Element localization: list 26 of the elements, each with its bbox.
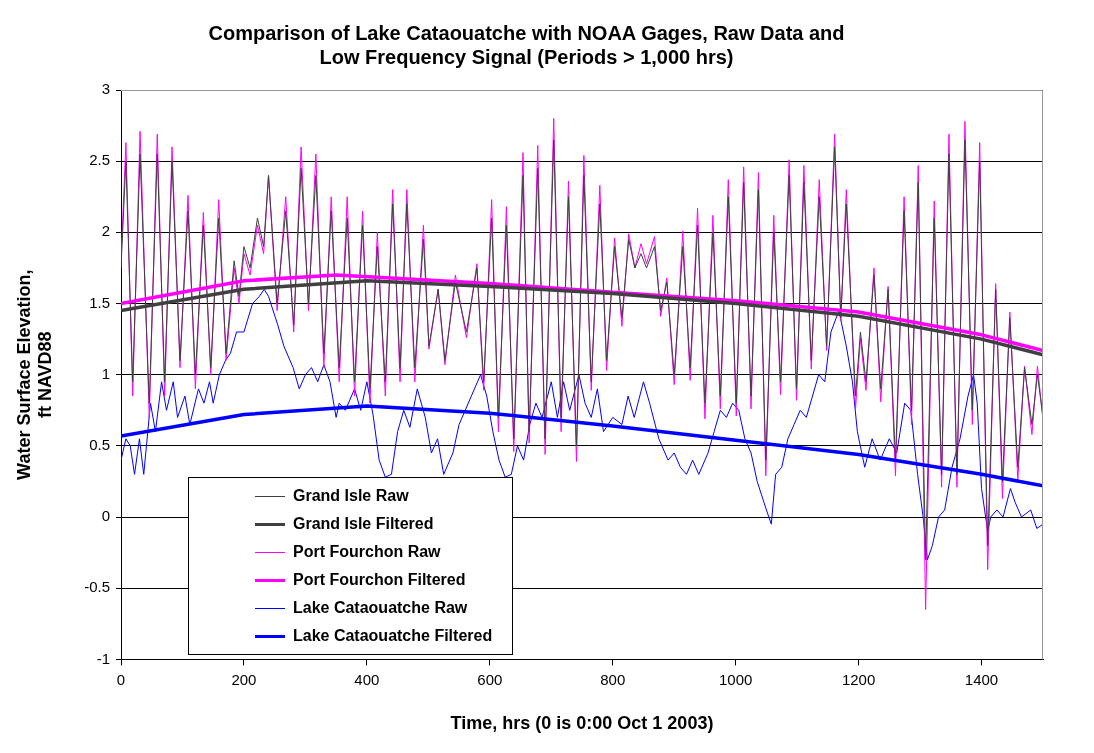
x-tick-label: 1400	[964, 670, 999, 688]
x-axis-title: Time, hrs (0 is 0:00 Oct 1 2003)	[450, 713, 714, 734]
x-tick-label: 400	[354, 670, 380, 688]
legend-label: Grand Isle Raw	[293, 487, 409, 506]
y-tick-label: 2.5	[89, 151, 110, 169]
y-tick-label: 0.5	[89, 436, 110, 454]
x-tick-label: 600	[477, 670, 503, 688]
y-tick-label: 3	[101, 80, 110, 98]
y-tick-label: -0.5	[84, 578, 110, 596]
legend-label: Lake Cataouatche Raw	[293, 599, 468, 618]
legend-label: Lake Cataouatche Filtered	[293, 627, 493, 646]
x-tick-label: 0	[116, 670, 126, 688]
legend-label: Port Fourchon Raw	[293, 543, 441, 562]
y-tick-label: 1	[101, 364, 110, 382]
x-tick-label: 800	[600, 670, 626, 688]
legend-label: Grand Isle Filtered	[293, 515, 434, 534]
x-tick-label: 1200	[841, 670, 876, 688]
y-tick-label: 0	[101, 507, 110, 525]
chart-title: Comparison of Lake Cataouatche with NOAA Gages, Raw Data and Low Frequency Signal (Periods > 1,000 hrs)	[208, 21, 845, 68]
x-tick-label: 200	[231, 670, 257, 688]
y-tick-label: 1.5	[89, 293, 110, 311]
y-axis-title: Water Surface Elevation, ft NAVD88	[13, 269, 56, 480]
y-tick-label: 2	[101, 222, 110, 240]
legend-label: Port Fourchon Filtered	[293, 571, 466, 590]
x-tick-label: 1000	[718, 670, 753, 688]
y-tick-label: -1	[96, 649, 110, 667]
